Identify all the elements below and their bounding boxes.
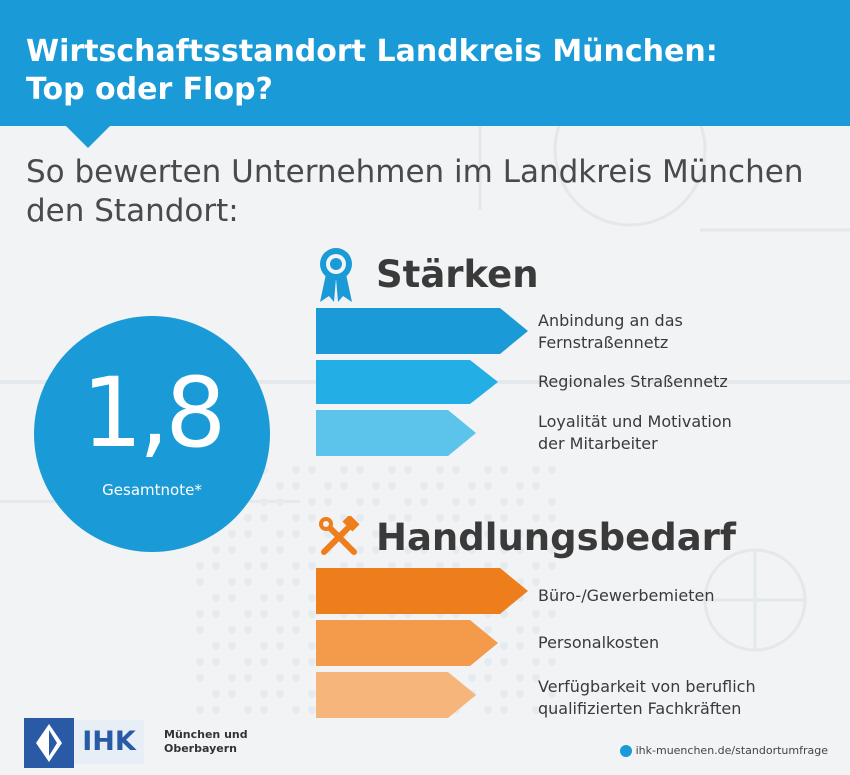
award-ribbon-icon: [320, 248, 352, 302]
grade-label: Gesamtnote*: [102, 481, 202, 499]
logo-subtitle-line2: Oberbayern: [164, 742, 237, 755]
needs-bar-2: [316, 620, 498, 666]
logo-subtitle: München und Oberbayern: [164, 728, 248, 756]
logo-subtitle-line1: München und: [164, 728, 248, 741]
needs-label-2: Personalkosten: [538, 633, 660, 652]
needs-bar-3: [316, 672, 476, 718]
footer-url-text: ihk-muenchen.de/standortumfrage: [635, 744, 828, 757]
strength-label-3b: der Mitarbeiter: [538, 434, 658, 453]
grade-circle: 1,8 Gesamtnote*: [34, 316, 270, 552]
strength-label-3a: Loyalität und Motivation: [538, 412, 732, 431]
needs-label-3b: qualifizierten Fachkräften: [538, 699, 742, 718]
strength-label-1b: Fernstraßennetz: [538, 333, 669, 352]
needs-bar-1: [316, 568, 528, 614]
strength-bar-2: [316, 360, 498, 404]
needs-label-1: Büro-/Gewerbemieten: [538, 586, 715, 605]
logo-emblem: [24, 718, 74, 768]
grade-value: 1,8: [81, 357, 227, 469]
footer-url[interactable]: ihk-muenchen.de/standortumfrage: [619, 744, 828, 757]
needs-label-3a: Verfügbarkeit von beruflich: [538, 677, 756, 696]
strength-label-2: Regionales Straßennetz: [538, 372, 728, 391]
logo-text: IHK: [74, 720, 144, 764]
needs-title: Handlungsbedarf: [376, 516, 737, 559]
intro-line2: den Standort:: [26, 193, 239, 229]
ihk-logo: IHK: [24, 718, 152, 768]
strength-bar-3: [316, 410, 476, 456]
header-banner: [0, 0, 850, 126]
link-icon: [619, 745, 632, 757]
intro-line1: So bewerten Unternehmen im Landkreis Mün…: [26, 154, 804, 190]
page-title-line2: Top oder Flop?: [26, 72, 273, 107]
tools-icon: [319, 516, 360, 555]
strength-bar-1: [316, 308, 528, 354]
page-title-line1: Wirtschaftsstandort Landkreis München:: [26, 34, 718, 69]
strengths-title: Stärken: [376, 253, 539, 296]
strength-label-1a: Anbindung an das: [538, 311, 683, 330]
header-pointer: [64, 124, 112, 148]
